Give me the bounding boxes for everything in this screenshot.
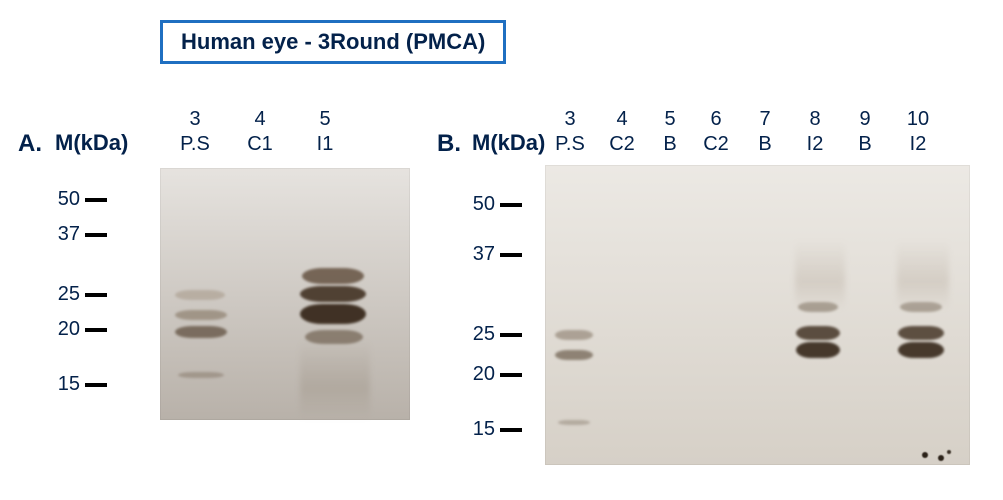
panel-a-tick-50 xyxy=(85,198,107,202)
panel-b-lane-label-5: B xyxy=(648,133,692,156)
panel-b-band-5 xyxy=(796,342,840,358)
panel-b-speck-1 xyxy=(938,455,944,461)
panel-a-label: A. xyxy=(18,130,42,158)
panel-b-label: B. xyxy=(437,130,461,158)
panel-b-axis-label: M(kDa) xyxy=(472,130,545,156)
panel-b-lane-num-4: 4 xyxy=(607,108,637,131)
panel-a-tick-15 xyxy=(85,383,107,387)
panel-b-lane-label-10: I2 xyxy=(896,133,940,156)
panel-b-tick-20 xyxy=(500,373,522,377)
panel-a-tick-20 xyxy=(85,328,107,332)
panel-a-marker-20: 20 xyxy=(50,318,80,341)
panel-a-band-6 xyxy=(300,304,366,324)
panel-b-speck-2 xyxy=(947,450,951,454)
panel-a-marker-37: 37 xyxy=(50,223,80,246)
panel-b-marker-20: 20 xyxy=(465,363,495,386)
panel-a-lane-num-4: 4 xyxy=(245,108,275,131)
panel-b-haze-0 xyxy=(795,240,845,310)
panel-b-lane-num-3: 3 xyxy=(555,108,585,131)
panel-a-band-5 xyxy=(300,286,366,302)
panel-a-smear xyxy=(300,340,370,420)
panel-b-lane-label-9: B xyxy=(843,133,887,156)
panel-a-tick-37 xyxy=(85,233,107,237)
panel-b-lane-num-9: 9 xyxy=(850,108,880,131)
panel-b-tick-50 xyxy=(500,203,522,207)
panel-b-lane-num-5: 5 xyxy=(655,108,685,131)
panel-a-band-3 xyxy=(178,372,224,378)
panel-b-lane-label-6: C2 xyxy=(694,133,738,156)
panel-b-band-7 xyxy=(898,326,944,340)
panel-a-band-2 xyxy=(175,326,227,338)
panel-b-band-8 xyxy=(898,342,944,358)
panel-b-marker-50: 50 xyxy=(465,193,495,216)
panel-a-band-1 xyxy=(175,310,227,320)
panel-b-lane-label-7: B xyxy=(743,133,787,156)
panel-b-speck-0 xyxy=(922,452,928,458)
panel-b-lane-label-4: C2 xyxy=(600,133,644,156)
panel-a-band-4 xyxy=(302,268,364,284)
panel-b-tick-25 xyxy=(500,333,522,337)
panel-b-haze-1 xyxy=(897,240,949,310)
figure-title-box: Human eye - 3Round (PMCA) xyxy=(160,20,506,64)
panel-a-lane-num-3: 3 xyxy=(180,108,210,131)
panel-b-tick-15 xyxy=(500,428,522,432)
panel-a-lane-label-4: C1 xyxy=(238,133,282,156)
panel-b-lane-label-3: P.S xyxy=(548,133,592,156)
panel-b-lane-label-8: I2 xyxy=(793,133,837,156)
panel-a-marker-25: 25 xyxy=(50,283,80,306)
panel-b-lane-num-6: 6 xyxy=(701,108,731,131)
panel-a-lane-label-3: P.S xyxy=(173,133,217,156)
panel-a-marker-50: 50 xyxy=(50,188,80,211)
panel-b-marker-15: 15 xyxy=(465,418,495,441)
panel-b-band-4 xyxy=(796,326,840,340)
panel-a-tick-25 xyxy=(85,293,107,297)
panel-a-lane-num-5: 5 xyxy=(310,108,340,131)
figure-root: { "title": { "text": "Human eye - 3Round… xyxy=(0,0,1003,500)
panel-b-lane-num-8: 8 xyxy=(800,108,830,131)
panel-a-lane-label-5: I1 xyxy=(303,133,347,156)
panel-b-marker-25: 25 xyxy=(465,323,495,346)
panel-b-band-2 xyxy=(558,420,590,425)
panel-a-band-0 xyxy=(175,290,225,300)
panel-b-band-0 xyxy=(555,330,593,340)
panel-a-axis-label: M(kDa) xyxy=(55,130,128,156)
panel-b-band-1 xyxy=(555,350,593,360)
panel-b-marker-37: 37 xyxy=(465,243,495,266)
figure-title-text: Human eye - 3Round (PMCA) xyxy=(181,29,485,54)
panel-b-tick-37 xyxy=(500,253,522,257)
panel-b-lane-num-10: 10 xyxy=(903,108,933,131)
panel-b-blot xyxy=(545,165,970,465)
panel-a-marker-15: 15 xyxy=(50,373,80,396)
panel-b-lane-num-7: 7 xyxy=(750,108,780,131)
